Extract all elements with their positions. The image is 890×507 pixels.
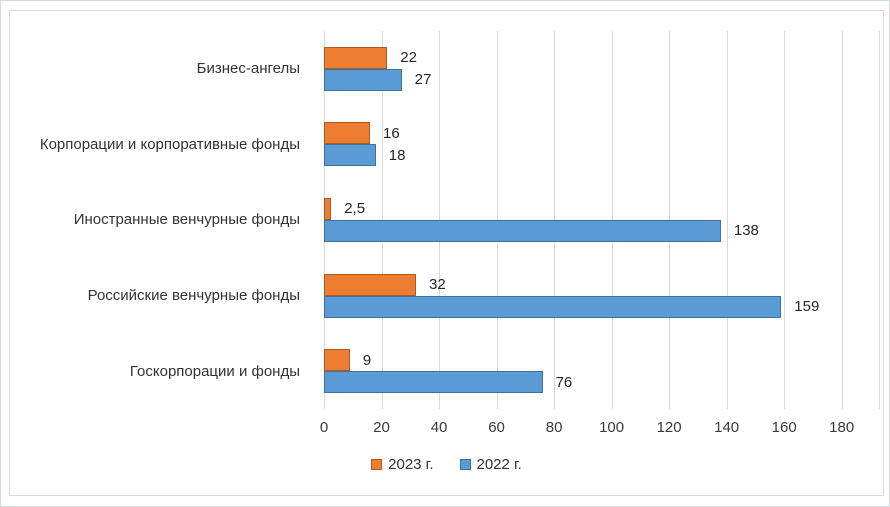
bar-group-4: 9 76 — [324, 333, 879, 409]
x-tick-180: 180 — [829, 419, 855, 436]
gridline-180 — [841, 31, 843, 409]
bar-series-0-cat-4 — [324, 349, 350, 372]
bar-group-1: 16 18 — [324, 107, 879, 183]
bar-line-s1-c4: 76 — [324, 371, 879, 394]
value-label-s0-c2: 2,5 — [344, 200, 366, 218]
value-label-s1-c1: 18 — [388, 146, 406, 164]
bar-group-2: 2,5 138 — [324, 182, 879, 258]
legend-label-0: 2023 г. — [388, 456, 434, 473]
x-tick-20: 20 — [373, 419, 390, 436]
bar-line-s0-c1: 16 — [324, 122, 879, 145]
bar-series-0-cat-0 — [324, 46, 388, 69]
bar-group-3: 32 159 — [324, 258, 879, 334]
value-label-s1-c4: 76 — [555, 373, 573, 391]
bar-line-s0-c0: 22 — [324, 46, 879, 69]
x-tick-100: 100 — [599, 419, 625, 436]
bar-series-1-cat-0 — [324, 68, 402, 91]
bar-group-0: 22 27 — [324, 31, 879, 107]
bar-series-0-cat-1 — [324, 122, 371, 145]
x-axis: 0 20 40 60 80 100 120 140 160 180 — [10, 419, 883, 439]
bar-line-s0-c4: 9 — [324, 349, 879, 372]
bar-line-s1-c3: 159 — [324, 295, 879, 318]
bar-line-s1-c1: 18 — [324, 144, 879, 167]
category-label-2: Иностранные венчурные фонды — [73, 211, 300, 229]
category-label-3: Российские венчурные фонды — [87, 286, 300, 304]
bar-series-0-cat-3 — [324, 273, 417, 296]
category-label-4: Госкорпорации и фонды — [129, 362, 300, 380]
category-label-0: Бизнес-ангелы — [196, 60, 300, 78]
bar-line-s0-c3: 32 — [324, 273, 879, 296]
x-tick-160: 160 — [771, 419, 797, 436]
gridline-140 — [726, 31, 728, 409]
x-tick-60: 60 — [488, 419, 505, 436]
bar-line-s1-c2: 138 — [324, 219, 879, 242]
plot-area: 22 27 16 18 2,5 138 32 159 9 76 — [324, 31, 880, 409]
x-tick-140: 140 — [714, 419, 740, 436]
gridline-160 — [784, 31, 786, 409]
bar-series-1-cat-3 — [324, 295, 782, 318]
bar-line-s0-c2: 2,5 — [324, 197, 879, 220]
value-label-s1-c0: 27 — [414, 71, 432, 89]
x-tick-0: 0 — [319, 419, 329, 436]
bar-rows: 22 27 16 18 2,5 138 32 159 9 76 — [324, 31, 879, 409]
bar-line-s1-c0: 27 — [324, 68, 879, 91]
legend-item-0: 2023 г. — [371, 456, 434, 473]
bar-series-1-cat-2 — [324, 219, 721, 242]
value-label-s1-c2: 138 — [733, 222, 759, 240]
legend-item-1: 2022 г. — [459, 456, 522, 473]
value-label-s0-c1: 16 — [383, 124, 400, 142]
legend: 2023 г. 2022 г. — [10, 456, 883, 473]
value-label-s0-c0: 22 — [400, 49, 417, 67]
category-axis: Бизнес-ангелы Корпорации и корпоративные … — [10, 31, 312, 409]
x-tick-40: 40 — [430, 419, 448, 436]
bar-series-0-cat-2 — [324, 197, 332, 220]
category-label-1: Корпорации и корпоративные фонды — [39, 135, 300, 153]
legend-swatch-icon — [371, 459, 383, 470]
chart-area: Бизнес-ангелы Корпорации и корпоративные … — [9, 10, 884, 496]
value-label-s0-c4: 9 — [362, 351, 372, 369]
bar-series-1-cat-1 — [324, 144, 376, 167]
legend-label-1: 2022 г. — [476, 456, 522, 473]
bar-series-1-cat-4 — [324, 371, 543, 394]
value-label-s0-c3: 32 — [429, 276, 446, 294]
value-label-s1-c3: 159 — [794, 298, 820, 316]
x-tick-120: 120 — [656, 419, 682, 436]
legend-swatch-icon — [459, 459, 471, 470]
x-tick-80: 80 — [545, 419, 563, 436]
